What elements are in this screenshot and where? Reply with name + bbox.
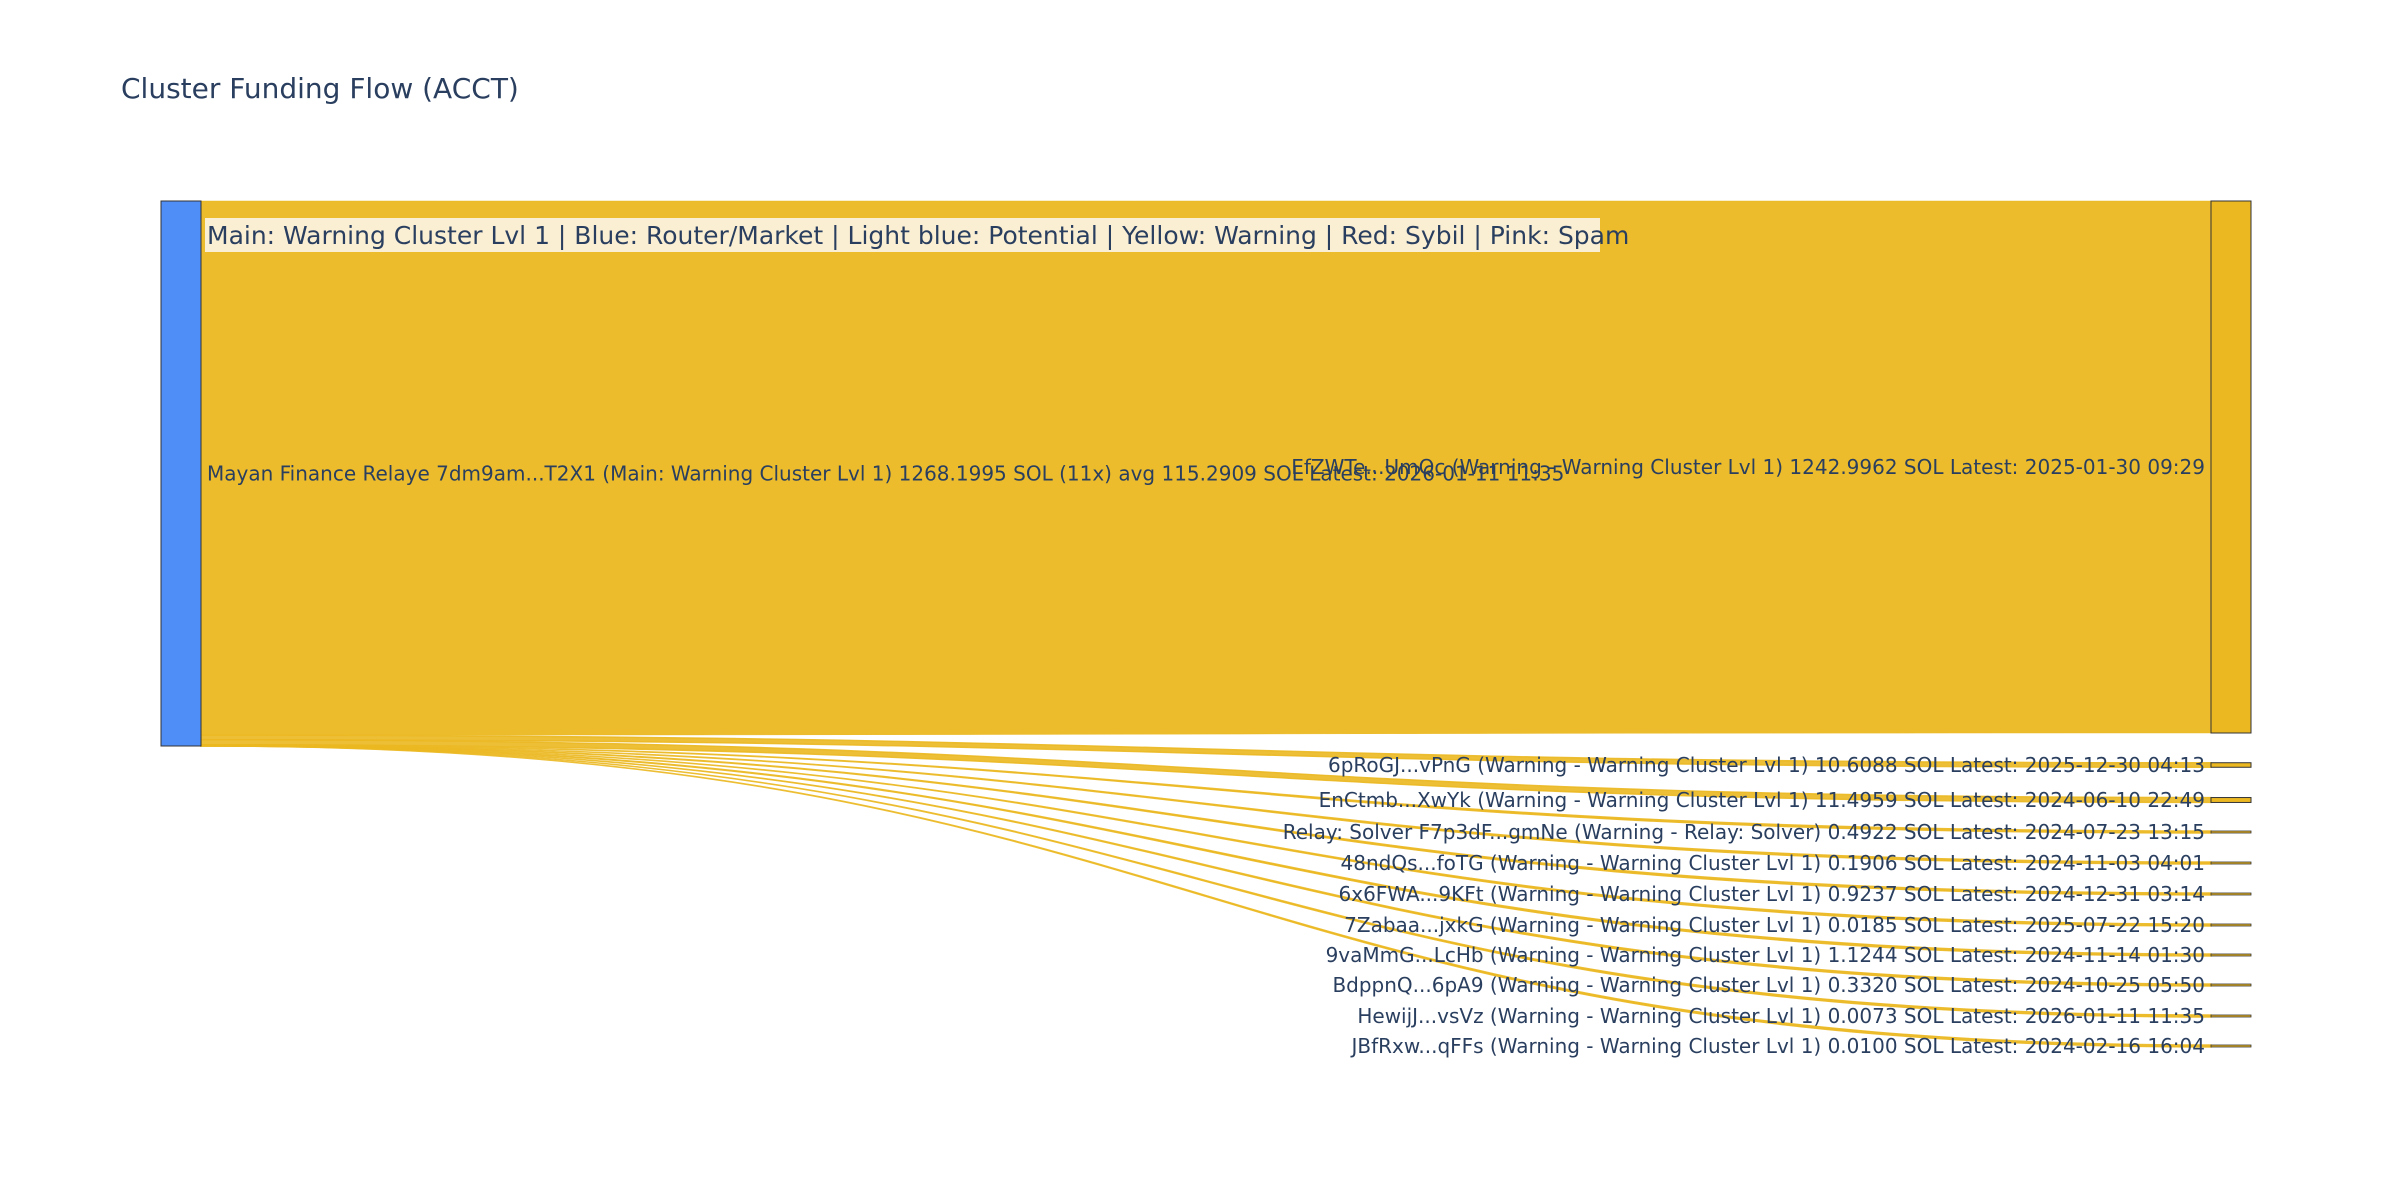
target-node-label: 7Zabaa...jxkG (Warning - Warning Cluster… [1344,913,2205,937]
legend-text: Main: Warning Cluster Lvl 1 | Blue: Rout… [207,221,1629,250]
target-node-label: BdppnQ...6pA9 (Warning - Warning Cluster… [1332,973,2205,997]
target-node [2210,762,2252,768]
target-node-label: EnCtmb...XwYk (Warning - Warning Cluster… [1319,788,2205,812]
sankey-links [200,200,2212,1048]
target-node [2210,830,2252,834]
target-node [2210,1044,2252,1048]
target-node [2210,923,2252,927]
sankey-nodes [160,200,2252,1048]
source-node [160,200,202,747]
target-node-label: 6x6FWA...9KFt (Warning - Warning Cluster… [1339,882,2205,906]
target-node-label: Relay: Solver F7p3dF...gmNe (Warning - R… [1283,820,2205,844]
target-node-label: JBfRxw...qFFs (Warning - Warning Cluster… [1349,1034,2205,1058]
legend: Main: Warning Cluster Lvl 1 | Blue: Rout… [205,218,1629,252]
target-node [2210,200,2252,734]
target-node [2210,983,2252,987]
chart-title: Cluster Funding Flow (ACCT) [121,72,519,105]
source-node-label: Mayan Finance Relaye 7dm9am...T2X1 (Main… [207,462,1564,486]
target-node-label: 9vaMmG...LcHb (Warning - Warning Cluster… [1326,943,2205,967]
target-node-label: HewijJ...vsVz (Warning - Warning Cluster… [1357,1004,2205,1028]
target-node [2210,1014,2252,1018]
target-node [2210,953,2252,957]
target-node [2210,892,2252,896]
target-node [2210,861,2252,865]
target-node-label: EfZWTe...UmQc (Warning - Warning Cluster… [1291,455,2205,479]
sankey-labels: Mayan Finance Relaye 7dm9am...T2X1 (Main… [207,455,2205,1058]
target-node-label: 48ndQs...foTG (Warning - Warning Cluster… [1341,851,2205,875]
target-node-label: 6pRoGJ...vPnG (Warning - Warning Cluster… [1328,753,2205,777]
legend-background [205,218,1600,252]
target-node [2210,797,2252,803]
